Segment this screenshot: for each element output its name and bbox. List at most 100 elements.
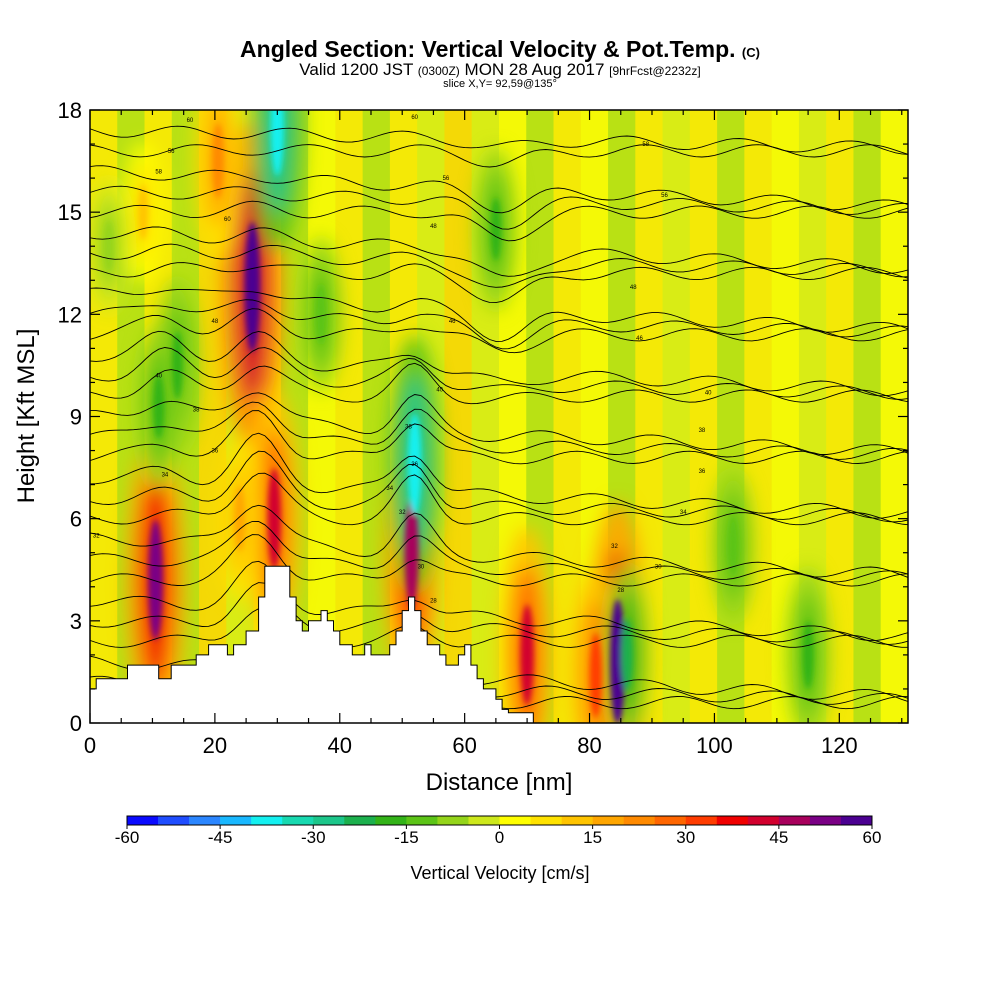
downdraft-core (270, 110, 284, 176)
updraft-core (148, 519, 163, 641)
colorbar-swatch (840, 816, 873, 825)
theta-contour-label: 34 (162, 472, 169, 478)
theta-contour-label: 30 (655, 564, 662, 570)
colorbar-tick-label: -45 (207, 828, 233, 847)
downdraft-core (727, 515, 739, 577)
downdraft-core (802, 620, 814, 690)
theta-contour-line (90, 185, 908, 230)
theta-contour-label: 38 (699, 428, 706, 434)
terrain-mask (90, 565, 534, 723)
theta-contour-line (90, 299, 908, 350)
updraft-core (137, 184, 149, 240)
theta-contour-line (90, 330, 908, 397)
plot-area: 60 56 58 60 48 40 38 36 34 32 60 56 48 46 40 38 36 34 32 30… (90, 110, 908, 723)
velocity-band (335, 110, 363, 723)
y-tick-label: 18 (58, 98, 82, 123)
colorbar-swatch (530, 816, 562, 825)
theta-contour-label: 60 (411, 115, 418, 121)
velocity-band (853, 110, 881, 723)
colorbar-swatch (437, 816, 469, 825)
theta-contour-line (90, 607, 908, 648)
theta-contour-line (90, 504, 908, 578)
colorbar-tick-label: 0 (494, 828, 505, 847)
updraft-core (610, 599, 626, 723)
theta-contour-label: 36 (212, 449, 219, 455)
theta-contour-line (90, 392, 908, 455)
colorbar-swatch (592, 816, 624, 825)
colorbar-swatch (158, 816, 190, 825)
theta-contour-label: 36 (411, 462, 418, 468)
colorbar-swatch (406, 816, 438, 825)
x-tick-label: 0 (84, 733, 96, 758)
chart-title: Angled Section: Vertical Velocity & Pot.… (0, 36, 1000, 63)
theta-contour-line (90, 582, 908, 645)
theta-contour-label: 58 (642, 142, 649, 148)
theta-contour-label: 38 (405, 425, 412, 431)
theta-contour-line (90, 401, 908, 460)
theta-contour-label: 48 (212, 319, 219, 325)
colorbar-swatch (189, 816, 221, 825)
velocity-band (744, 110, 772, 723)
theta-contour-label: 40 (705, 391, 712, 397)
theta-contour-line (90, 560, 908, 642)
downdraft-core (490, 197, 502, 261)
theta-contour-label: 46 (449, 319, 456, 325)
theta-contour-label: 32 (93, 534, 100, 540)
colorbar-tick-label: 30 (676, 828, 696, 847)
theta-contour-label: 58 (155, 169, 162, 175)
x-tick-label: 40 (328, 733, 352, 758)
velocity-band (362, 110, 390, 723)
colorbar-label: Vertical Velocity [cm/s] (410, 863, 590, 883)
colorbar-swatch (654, 816, 687, 825)
title-main: Angled Section: Vertical Velocity & Pot.… (240, 36, 736, 62)
colorbar-swatch (375, 816, 407, 825)
x-tick-label: 20 (203, 733, 227, 758)
theta-contour-label: 40 (436, 387, 443, 393)
theta-contour-label: 56 (443, 176, 450, 182)
colorbar-tick-label: 15 (583, 828, 603, 847)
y-axis-label: Height [Kft MSL] (13, 329, 40, 504)
theta-contour-line (90, 347, 908, 400)
colorbar-swatch (809, 816, 842, 825)
theta-contour-label: 48 (630, 285, 637, 291)
downdraft-core (621, 619, 633, 691)
y-tick-label: 0 (70, 711, 82, 736)
y-tick-label: 12 (58, 302, 82, 327)
downdraft-core (103, 220, 114, 273)
theta-contour-label: 60 (187, 118, 194, 124)
x-axis-label: Distance [nm] (426, 769, 573, 796)
theta-contour-label: 40 (155, 374, 162, 380)
updraft-core (234, 486, 246, 552)
colorbar-swatch (778, 816, 811, 825)
theta-contour-label: 28 (430, 598, 437, 604)
y-tick-label: 9 (70, 405, 82, 430)
title-tag: (C) (741, 45, 760, 60)
theta-contour-label: 30 (418, 564, 425, 570)
theta-contour-line (90, 308, 908, 354)
colorbar-swatch (251, 816, 283, 825)
colorbar-tick-label: -15 (394, 828, 419, 847)
updraft-core (589, 633, 602, 718)
colorbar-swatch (313, 816, 345, 825)
theta-contour-label: 36 (699, 469, 706, 475)
updraft-core (267, 468, 281, 570)
y-tick-label: 6 (70, 507, 82, 532)
downdraft-core (171, 331, 183, 400)
colorbar-swatch (685, 816, 718, 825)
theta-contour-label: 48 (430, 224, 437, 230)
valid-date: MON 28 Aug 2017 (464, 60, 605, 79)
theta-contour-line (90, 410, 908, 465)
theta-contour-label: 60 (224, 217, 231, 223)
y-tick-label: 15 (58, 200, 82, 225)
velocity-band (444, 110, 472, 723)
theta-contour-line (90, 125, 908, 155)
valid-utc: (0300Z) (417, 64, 460, 78)
theta-contour-label: 34 (386, 486, 393, 492)
colorbar-tick-label: -30 (300, 828, 326, 847)
velocity-cores (103, 110, 814, 723)
x-tick-labels: 0 20 40 60 80 100 120 (84, 733, 858, 758)
colorbar-swatch (747, 816, 780, 825)
updraft-core (212, 123, 224, 199)
downdraft-core (315, 284, 327, 345)
